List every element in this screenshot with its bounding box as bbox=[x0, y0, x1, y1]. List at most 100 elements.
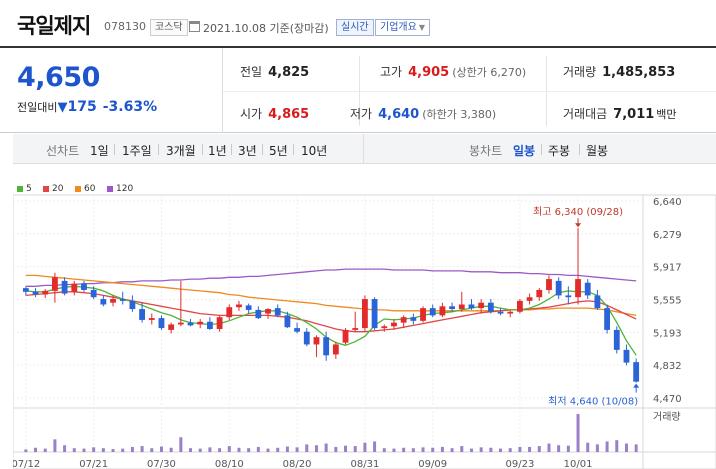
candle-monthly[interactable]: 월봉 bbox=[586, 144, 609, 158]
volume-bar bbox=[624, 443, 628, 452]
x-tick-label: 10/01 bbox=[564, 459, 593, 469]
low-marker-icon bbox=[633, 383, 640, 388]
low-annotation: 최저 4,640 (10/08) bbox=[548, 396, 638, 408]
candle-body bbox=[274, 308, 281, 316]
candle-body bbox=[216, 317, 223, 330]
volume-bar bbox=[499, 448, 503, 452]
open-cell: 시가 4,865 bbox=[240, 105, 309, 122]
volume-bar bbox=[460, 446, 464, 452]
candle-body bbox=[90, 289, 97, 298]
volume-bar bbox=[595, 444, 599, 452]
x-tick-label: 09/09 bbox=[418, 459, 447, 469]
period-10y[interactable]: 10년 bbox=[301, 144, 328, 158]
lower-limit: (하한가 3,380) bbox=[422, 108, 497, 121]
volume-bar bbox=[198, 448, 202, 452]
legend-ma120-label: 120 bbox=[116, 184, 134, 194]
x-tick-label: 07/12 bbox=[13, 459, 40, 469]
y-tick-label: 5,917 bbox=[653, 263, 682, 274]
base-date: 2021.10.08 기준(장마감) bbox=[203, 22, 329, 35]
volume-bar bbox=[615, 440, 619, 452]
volume-bar bbox=[411, 448, 415, 452]
y-tick-label: 4,832 bbox=[653, 361, 682, 372]
open-value: 4,865 bbox=[268, 107, 310, 122]
candle-body bbox=[420, 308, 426, 321]
candle-body bbox=[478, 302, 485, 309]
change-value: 175 bbox=[67, 99, 97, 115]
period-1y[interactable]: 1년 bbox=[208, 144, 227, 158]
corp-overview-label: 기업개요 bbox=[380, 22, 417, 33]
candle-body bbox=[458, 304, 465, 310]
volume-bar bbox=[392, 448, 396, 452]
volume-bar bbox=[189, 448, 193, 452]
volume-bar bbox=[63, 445, 67, 452]
candle-body bbox=[594, 295, 601, 309]
candle-chart-label: 봉차트 bbox=[469, 144, 503, 158]
amount-label: 거래대금 bbox=[563, 107, 608, 121]
stock-name: 국일제지 bbox=[17, 14, 91, 38]
volume-bar bbox=[247, 448, 251, 452]
change-rate: -3.63% bbox=[102, 99, 158, 115]
volume-label: 거래량 bbox=[653, 411, 681, 423]
candle-body bbox=[487, 302, 494, 312]
period-1w[interactable]: 1주일 bbox=[122, 144, 152, 158]
candle-body bbox=[22, 288, 29, 292]
down-arrow-icon: ▼ bbox=[57, 100, 68, 115]
volume-bar bbox=[305, 444, 309, 452]
volume-bar bbox=[353, 446, 357, 452]
ma5-line bbox=[25, 285, 637, 356]
candle-body bbox=[129, 300, 136, 310]
candle-body bbox=[623, 349, 630, 363]
period-3y[interactable]: 3년 bbox=[238, 144, 257, 158]
candle-body bbox=[110, 299, 116, 303]
stock-header: 국일제지 078130 코스닥 2021.10.08 기준(장마감) 실시간 기… bbox=[0, 0, 716, 46]
volume-bar bbox=[237, 447, 241, 452]
volume-bar bbox=[518, 446, 522, 452]
volume-bar bbox=[43, 448, 47, 452]
candle-weekly[interactable]: 주봉 bbox=[548, 144, 571, 158]
volume-bar bbox=[373, 441, 377, 452]
volume-bar bbox=[557, 445, 561, 452]
high-cell: 고가 4,905 (상한가 6,270) bbox=[380, 63, 526, 80]
legend-ma5: 5 bbox=[17, 184, 32, 194]
current-price-block: 4,650 전일대비▼175 -3.63% bbox=[0, 48, 223, 133]
period-5y[interactable]: 5년 bbox=[269, 144, 288, 158]
legend-ma5-label: 5 bbox=[26, 184, 32, 194]
candle-body bbox=[381, 326, 388, 329]
candle-body bbox=[371, 299, 378, 329]
candle-body bbox=[468, 304, 475, 309]
period-1d[interactable]: 1일 bbox=[90, 144, 109, 158]
period-3m[interactable]: 3개월 bbox=[166, 144, 196, 158]
volume-bar bbox=[227, 446, 231, 452]
candle-body bbox=[32, 291, 39, 295]
y-tick-label: 5,555 bbox=[653, 296, 682, 307]
volume-bar bbox=[566, 445, 570, 452]
corp-overview-dropdown[interactable]: 기업개요 ▼ bbox=[375, 19, 430, 36]
candle-body bbox=[565, 295, 572, 298]
volume-bar bbox=[402, 447, 406, 452]
y-tick-label: 4,470 bbox=[653, 394, 682, 405]
candle-body bbox=[294, 328, 300, 332]
upper-limit: (상한가 6,270) bbox=[452, 66, 527, 79]
candle-body bbox=[400, 317, 407, 323]
chart-toolbar: 선차트 1일 1주일 3개월 1년 3년 5년 10년 봉차트 일봉 주봉 월봉 bbox=[13, 134, 716, 164]
amount-cell: 거래대금 7,011 백만 bbox=[563, 105, 677, 122]
candle-daily[interactable]: 일봉 bbox=[513, 144, 536, 158]
volume-bar bbox=[53, 439, 57, 452]
candle-body bbox=[71, 283, 78, 292]
volume-bar bbox=[72, 448, 76, 452]
prev-close-value: 4,825 bbox=[268, 65, 310, 80]
ma20-line bbox=[25, 291, 637, 333]
volume-bar bbox=[528, 446, 532, 452]
volume-bar bbox=[101, 448, 105, 452]
realtime-button[interactable]: 실시간 bbox=[336, 19, 374, 36]
legend-ma60: 60 bbox=[75, 184, 95, 194]
volume-bar bbox=[576, 414, 580, 452]
candle-body bbox=[604, 308, 610, 330]
candle-body bbox=[497, 311, 504, 314]
x-tick-label: 08/10 bbox=[215, 459, 244, 469]
high-value: 4,905 bbox=[408, 65, 450, 80]
x-tick-label: 07/21 bbox=[79, 459, 108, 469]
candle-body bbox=[555, 280, 562, 296]
high-label: 고가 bbox=[380, 65, 403, 79]
volume-bar bbox=[34, 447, 38, 452]
